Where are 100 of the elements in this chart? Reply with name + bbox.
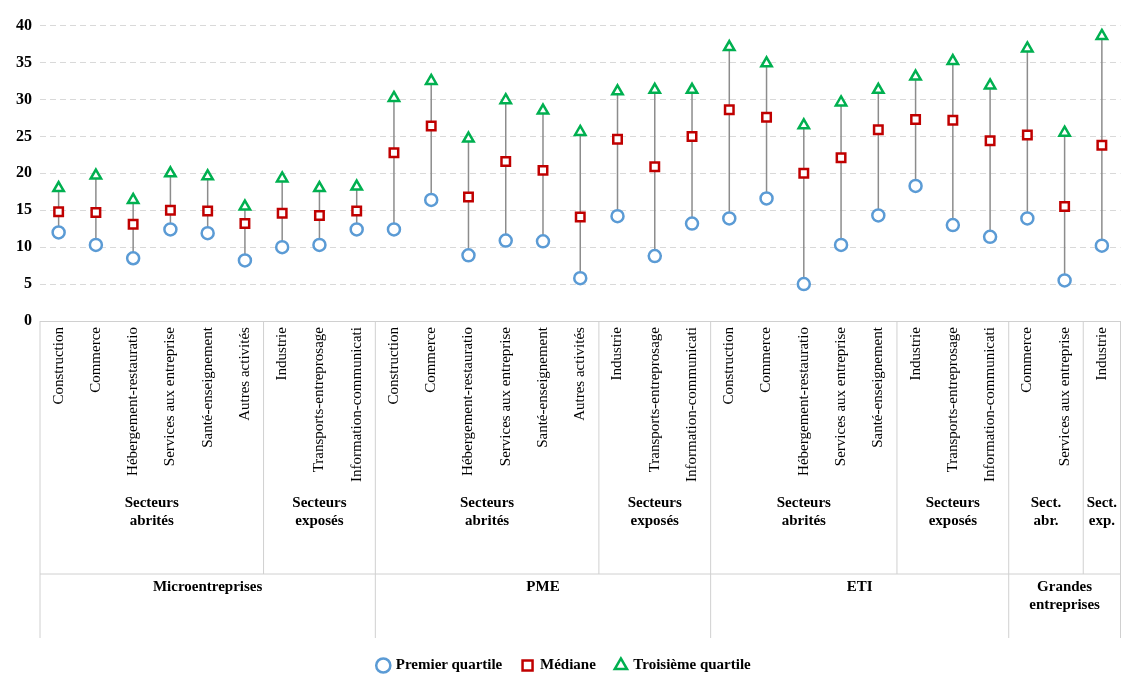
point xyxy=(722,39,736,52)
x-tick-label: Information-communicati xyxy=(682,327,699,482)
point xyxy=(499,92,513,105)
point xyxy=(647,248,663,264)
point xyxy=(89,168,103,180)
point xyxy=(946,53,960,66)
y-tick-label: 10 xyxy=(16,237,32,255)
point xyxy=(313,209,325,221)
point xyxy=(1057,273,1072,288)
point xyxy=(461,248,476,263)
point xyxy=(648,82,662,95)
x-tick-label: Services aux entreprise xyxy=(832,326,848,467)
x-tick-label: Construction xyxy=(720,326,737,405)
x-tick-label: Industrie xyxy=(906,326,923,381)
text: Secteurs abrités xyxy=(124,494,180,529)
x-tick-label: Commerce xyxy=(1018,326,1035,393)
point xyxy=(535,234,551,249)
point xyxy=(53,206,65,218)
point xyxy=(686,130,698,142)
point xyxy=(164,204,176,216)
y-tick-label: 0 xyxy=(24,311,32,329)
x-tick-label: Hébergement-restauratio xyxy=(794,327,811,476)
point xyxy=(871,82,885,95)
point xyxy=(797,118,811,130)
point xyxy=(349,222,364,237)
point xyxy=(388,147,400,159)
point xyxy=(798,167,810,179)
point xyxy=(500,156,512,167)
point xyxy=(312,237,327,253)
point xyxy=(573,270,588,286)
point xyxy=(834,95,848,107)
x-tick-label: Services aux entreprise xyxy=(496,326,513,467)
x-tick-label: Construction xyxy=(49,326,66,405)
point xyxy=(910,113,922,125)
x-tick-label: Industrie xyxy=(608,326,625,381)
x-tick-label: Services aux entreprise xyxy=(161,326,178,467)
point xyxy=(945,217,961,233)
point xyxy=(350,179,364,191)
point xyxy=(462,131,475,143)
x-tick-label: Transports-entreprosage xyxy=(310,326,327,473)
point xyxy=(574,211,586,223)
point xyxy=(423,192,439,208)
point xyxy=(201,169,215,181)
x-tick-label: Hébergement-restauratio xyxy=(459,327,476,476)
x-tick-label: Santé-enseignement xyxy=(198,326,215,448)
point xyxy=(163,166,177,178)
point xyxy=(351,205,363,217)
point xyxy=(833,237,849,253)
point xyxy=(125,251,141,266)
y-tick-label: 35 xyxy=(16,52,32,70)
point xyxy=(610,208,625,224)
point xyxy=(425,120,437,132)
text: Sect. abr. xyxy=(1030,494,1062,529)
x-tick-label: Information-communicati xyxy=(981,327,998,482)
point xyxy=(1020,211,1035,226)
x-tick-label: Commerce xyxy=(757,326,774,393)
point xyxy=(274,239,290,255)
point xyxy=(237,253,253,268)
point xyxy=(685,82,699,95)
point xyxy=(871,208,886,223)
legend-label: Troisième quartile xyxy=(633,656,752,673)
point xyxy=(537,164,549,176)
point xyxy=(52,180,66,193)
point xyxy=(239,218,251,230)
point xyxy=(1021,129,1033,141)
point xyxy=(312,180,326,193)
y-tick-label: 15 xyxy=(16,200,32,218)
point xyxy=(127,218,139,230)
point xyxy=(908,178,923,194)
x-tick-label: Transports-entreprosage xyxy=(645,326,662,473)
y-tick-label: 30 xyxy=(16,89,32,107)
x-tick-label: Santé-enseignement xyxy=(533,326,550,448)
point xyxy=(1096,139,1108,151)
legend-label: Médiane xyxy=(540,656,597,673)
point xyxy=(573,124,587,137)
x-tick-label: Services aux entreprise xyxy=(1055,326,1072,467)
point xyxy=(984,135,996,147)
point xyxy=(684,216,700,231)
x-tick-label: Construction xyxy=(384,326,401,405)
text: Secteurs abrités xyxy=(776,494,832,529)
point xyxy=(536,103,550,115)
point xyxy=(1058,125,1072,137)
point xyxy=(759,191,774,206)
point xyxy=(275,171,289,183)
text: Secteurs exposés xyxy=(292,494,347,529)
point xyxy=(649,161,661,173)
point xyxy=(126,192,140,205)
point xyxy=(88,237,104,253)
text: Secteurs exposés xyxy=(627,494,682,529)
point xyxy=(200,225,215,241)
point xyxy=(983,78,997,90)
point xyxy=(424,73,438,86)
point xyxy=(386,222,402,237)
point xyxy=(202,205,214,217)
point xyxy=(1059,201,1071,213)
y-tick-label: 25 xyxy=(16,126,32,144)
point xyxy=(1020,41,1034,53)
point xyxy=(163,222,178,237)
point xyxy=(462,191,474,203)
x-tick-label: Transports-entreprosage xyxy=(943,326,960,473)
